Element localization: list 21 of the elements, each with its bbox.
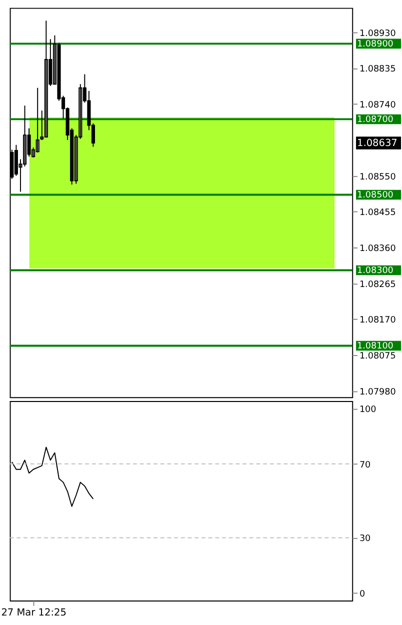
- y-tick-label: 30: [359, 534, 372, 544]
- ref-line-label: 1.08100: [357, 342, 394, 352]
- y-tick-label: 1.08550: [359, 172, 396, 182]
- y-tick-label: 1.08835: [359, 64, 396, 75]
- y-tick-label: 1.08740: [359, 100, 396, 111]
- y-tick-label: 100: [359, 404, 377, 415]
- ref-line-label: 1.08500: [357, 190, 394, 201]
- y-tick-label: 1.07980: [359, 387, 396, 398]
- y-tick-label: 1.08075: [359, 352, 396, 362]
- ref-line-label: 1.08300: [357, 266, 394, 276]
- y-tick-label: 0: [359, 590, 366, 600]
- y-tick-label: 1.08360: [359, 244, 396, 254]
- y-tick-label: 1.08455: [359, 208, 396, 218]
- y-tick-label: 1.08170: [359, 316, 396, 326]
- ref-line-label: 1.08900: [357, 40, 394, 50]
- y-tick-label: 1.08265: [359, 280, 396, 290]
- y-tick-label: 1.08930: [359, 28, 396, 39]
- x-tick-label: 27 Mar 12:25: [1, 608, 66, 619]
- ref-line-label: 1.08700: [357, 115, 394, 126]
- y-tick-label: 70: [359, 460, 372, 470]
- text: 1.08637: [357, 138, 398, 149]
